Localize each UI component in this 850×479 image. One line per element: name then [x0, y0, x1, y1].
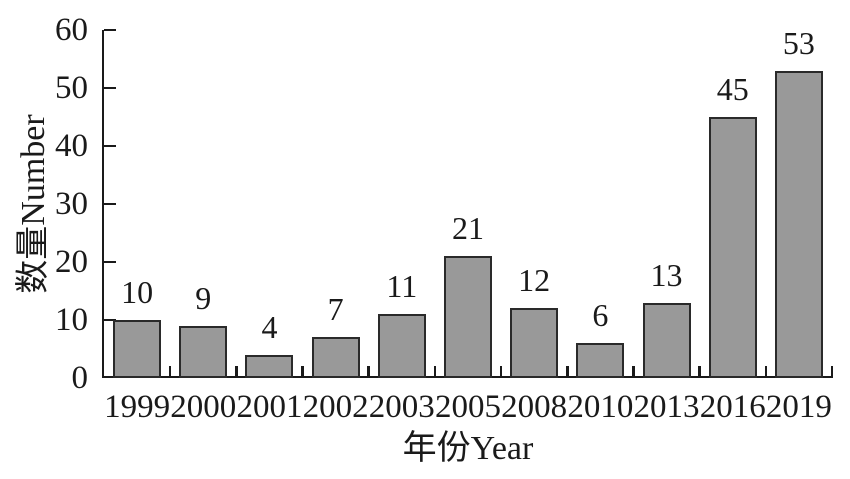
bar: [444, 256, 492, 378]
bar-value-label: 13: [650, 256, 683, 293]
bar-value-label: 11: [386, 268, 418, 305]
y-axis-tick: [104, 260, 116, 264]
bar-value-label: 10: [121, 274, 154, 310]
bar: [510, 308, 559, 378]
bar-value-label: 45: [716, 71, 749, 107]
x-tick-label: 2016: [699, 389, 766, 425]
bar: [113, 320, 162, 378]
y-tick-label: 50: [55, 70, 88, 106]
x-tick-label: 2000: [170, 389, 237, 425]
bar: [377, 314, 426, 378]
bar: [179, 325, 228, 378]
x-tick-label: 1999: [104, 389, 171, 425]
x-tick-label: 2008: [501, 389, 568, 425]
x-axis-tick: [764, 366, 768, 378]
y-tick-label: 10: [55, 302, 88, 338]
x-axis-tick: [698, 366, 701, 378]
x-tick-label: 2013: [633, 389, 700, 425]
bar: [245, 354, 294, 378]
y-tick-label: 40: [55, 128, 88, 164]
y-tick-label: 0: [71, 360, 89, 396]
y-axis-tick: [104, 202, 116, 206]
bar: [642, 302, 691, 378]
bar: [311, 337, 360, 378]
bar: [576, 343, 625, 378]
x-axis-tick: [566, 366, 569, 378]
bar-value-label: 9: [195, 279, 212, 316]
x-axis-tick: [830, 366, 834, 378]
bar-value-label: 7: [327, 291, 344, 328]
y-tick-label: 60: [55, 12, 88, 48]
bar-value-label: 21: [452, 210, 484, 247]
x-axis-tick: [301, 366, 304, 378]
y-axis-tick: [104, 144, 116, 148]
y-axis-tick: [104, 86, 116, 90]
y-axis-tick: [104, 318, 116, 322]
x-axis-tick: [168, 366, 172, 378]
bar-value-label: 6: [592, 297, 609, 334]
x-axis-tick: [632, 366, 635, 378]
x-tick-label: 2002: [302, 389, 369, 425]
x-tick-label: 2001: [236, 389, 303, 425]
bar-value-label: 53: [782, 24, 815, 61]
x-axis-title: 年份Year: [402, 430, 534, 467]
bar-value-label: 4: [261, 308, 278, 345]
bar: [708, 117, 757, 378]
y-tick-label: 20: [55, 244, 88, 280]
x-tick-label: 2010: [567, 389, 634, 425]
x-axis-tick: [433, 366, 437, 378]
y-axis-tick: [104, 28, 116, 32]
bar-value-label: 12: [518, 262, 551, 299]
y-tick-label: 30: [55, 186, 88, 222]
x-tick-label: 2019: [765, 389, 832, 425]
x-axis-tick: [499, 366, 503, 378]
x-tick-label: 2003: [368, 389, 435, 425]
x-axis-tick: [367, 366, 370, 378]
bar: [774, 70, 823, 378]
x-axis-tick: [235, 366, 238, 378]
x-tick-label: 2005: [434, 389, 501, 425]
